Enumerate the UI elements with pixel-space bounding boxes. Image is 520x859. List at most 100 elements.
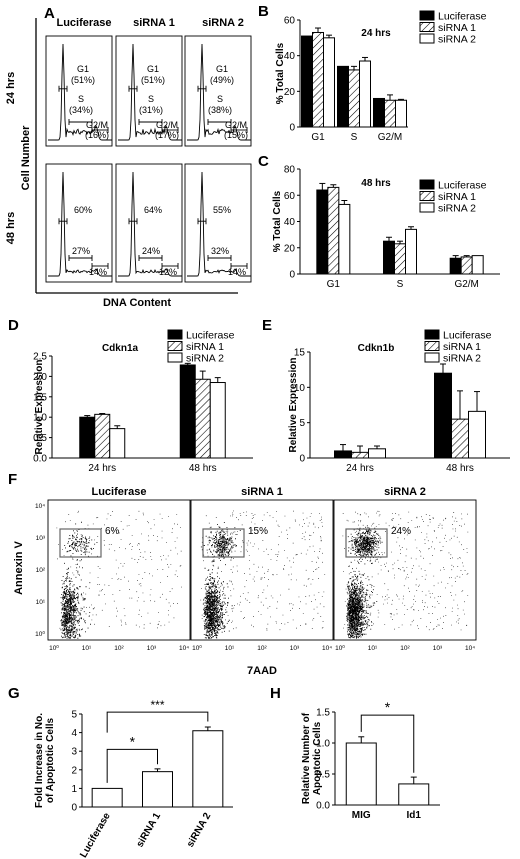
histogram-label: (17%) <box>155 130 179 140</box>
significance-bracket <box>360 714 415 773</box>
histogram-box <box>45 35 113 147</box>
bar <box>351 451 369 459</box>
histogram-label: G1 <box>77 64 89 74</box>
bar <box>398 783 430 806</box>
significance-star: * <box>130 733 136 749</box>
bar <box>301 35 313 128</box>
chart-title: Cdkn1b <box>358 343 395 354</box>
legend-label: Luciferase <box>438 180 487 192</box>
flow-plot: 10⁰ 10¹ 10² 10³ 10⁴ 15% <box>190 499 334 652</box>
histogram-label: 64% <box>144 205 162 215</box>
bar <box>337 65 349 128</box>
legend-label: siRNA 1 <box>438 22 476 34</box>
gate-box <box>345 528 388 558</box>
x-tick-label: 10² <box>257 645 267 652</box>
histogram-label: (51%) <box>71 75 95 85</box>
chart-C: 0 20 40 60 80 % Total Cells 48 hrs G1 S G2/M Lucif… <box>272 165 500 290</box>
legend-label: siRNA 1 <box>438 191 476 203</box>
histogram-label: (51%) <box>141 75 165 85</box>
y-tick-label: 0 <box>289 123 295 134</box>
y-tick-label: 10⁴ <box>35 503 45 510</box>
bar <box>94 413 111 459</box>
x-tick-label: 10⁴ <box>179 645 189 652</box>
x-tick-label: Id1 <box>407 810 422 821</box>
bar <box>449 257 462 275</box>
histogram-label: (34%) <box>69 105 93 115</box>
histogram-label: (38%) <box>208 105 232 115</box>
y-tick-label: 5 <box>299 418 305 429</box>
bar <box>323 37 335 128</box>
x-tick-label: Luciferase <box>78 811 113 859</box>
bar <box>460 256 473 275</box>
x-tick-label: MIG <box>352 810 371 821</box>
histogram-label: 27% <box>72 246 90 256</box>
legend-swatch <box>424 341 440 351</box>
x-tick-label: siRNA 1 <box>135 811 164 850</box>
x-tick-label: 10¹ <box>368 645 378 652</box>
x-tick-label: G2/M <box>378 132 402 143</box>
y-tick-label: 4 <box>71 728 77 739</box>
histogram-label: G1 <box>216 64 228 74</box>
y-tick-label: 1.0 <box>316 739 330 750</box>
x-tick-label: 10² <box>114 645 124 652</box>
histogram-label: 12% <box>159 267 177 277</box>
legend-swatch <box>167 352 183 363</box>
legend-label: siRNA 2 <box>443 353 481 365</box>
bar <box>312 31 324 128</box>
bar <box>471 255 484 275</box>
col-title-luciferase: Luciferase <box>56 17 111 29</box>
x-tick-label: 24 hrs <box>346 463 374 474</box>
y-tick-label: 60 <box>284 16 296 27</box>
chart-H: 0.0 0.5 1.0 1.5 Relative Number of Apoptotic … <box>301 708 440 821</box>
flow-plot-frame <box>190 499 334 641</box>
bar <box>109 428 126 459</box>
legend-swatch <box>419 22 435 32</box>
chart-B: 0 20 40 60 % Total Cells 24 hrs G1 S G2/M Lucifer… <box>275 10 487 143</box>
legend-label: siRNA 2 <box>186 353 224 365</box>
legend-swatch <box>424 352 440 363</box>
histogram-box <box>115 163 183 283</box>
flow-title-luciferase: Luciferase <box>91 486 146 498</box>
histogram-label: (49%) <box>210 75 234 85</box>
legend-swatch <box>419 10 435 21</box>
bar <box>334 450 352 459</box>
bar <box>327 186 340 275</box>
bar <box>209 382 226 459</box>
y-axis-label: % Total Cells <box>275 42 286 104</box>
x-tick-label: siRNA 2 <box>185 811 214 850</box>
histogram-label: 14% <box>228 267 246 277</box>
bar <box>194 378 211 459</box>
panel-a-ylabel: Cell Number <box>20 125 32 191</box>
legend-swatch <box>419 191 435 201</box>
y-tick-label: 1.0 <box>33 413 47 424</box>
x-tick-label: S <box>351 132 358 143</box>
histogram-box <box>115 35 183 147</box>
flow-title-sirna2: siRNA 2 <box>384 486 426 498</box>
x-tick-label: 10⁰ <box>192 644 202 652</box>
histogram-box <box>45 163 113 283</box>
bar <box>91 787 123 808</box>
x-tick-label: 10² <box>400 645 410 652</box>
x-tick-label: 10³ <box>433 645 443 652</box>
row-label-24hrs: 24 hrs <box>5 72 17 104</box>
col-title-sirna1: siRNA 1 <box>133 17 175 29</box>
gate-box <box>202 528 245 558</box>
histogram-label: 32% <box>211 246 229 256</box>
flow-dots <box>342 510 469 639</box>
x-tick-label: 10⁰ <box>335 644 345 652</box>
y-tick-label: 2.0 <box>33 372 47 383</box>
figure-drawing: G1(51%)S(34%)G2/M(16%)G1(51%)S(31%)G2/M(… <box>33 10 510 859</box>
histogram-trace <box>48 171 112 277</box>
x-tick-label: 10¹ <box>225 645 235 652</box>
histogram-label: (31%) <box>139 105 163 115</box>
y-tick-label: 2 <box>71 765 77 776</box>
bar <box>395 99 407 128</box>
legend-swatch <box>424 329 440 340</box>
histogram-label: G2/M <box>225 120 247 130</box>
y-tick-label: 0.0 <box>33 454 47 465</box>
significance-bracket <box>106 711 209 733</box>
y-tick-label: 1.5 <box>33 392 47 403</box>
panel-letter-e: E <box>262 317 272 334</box>
